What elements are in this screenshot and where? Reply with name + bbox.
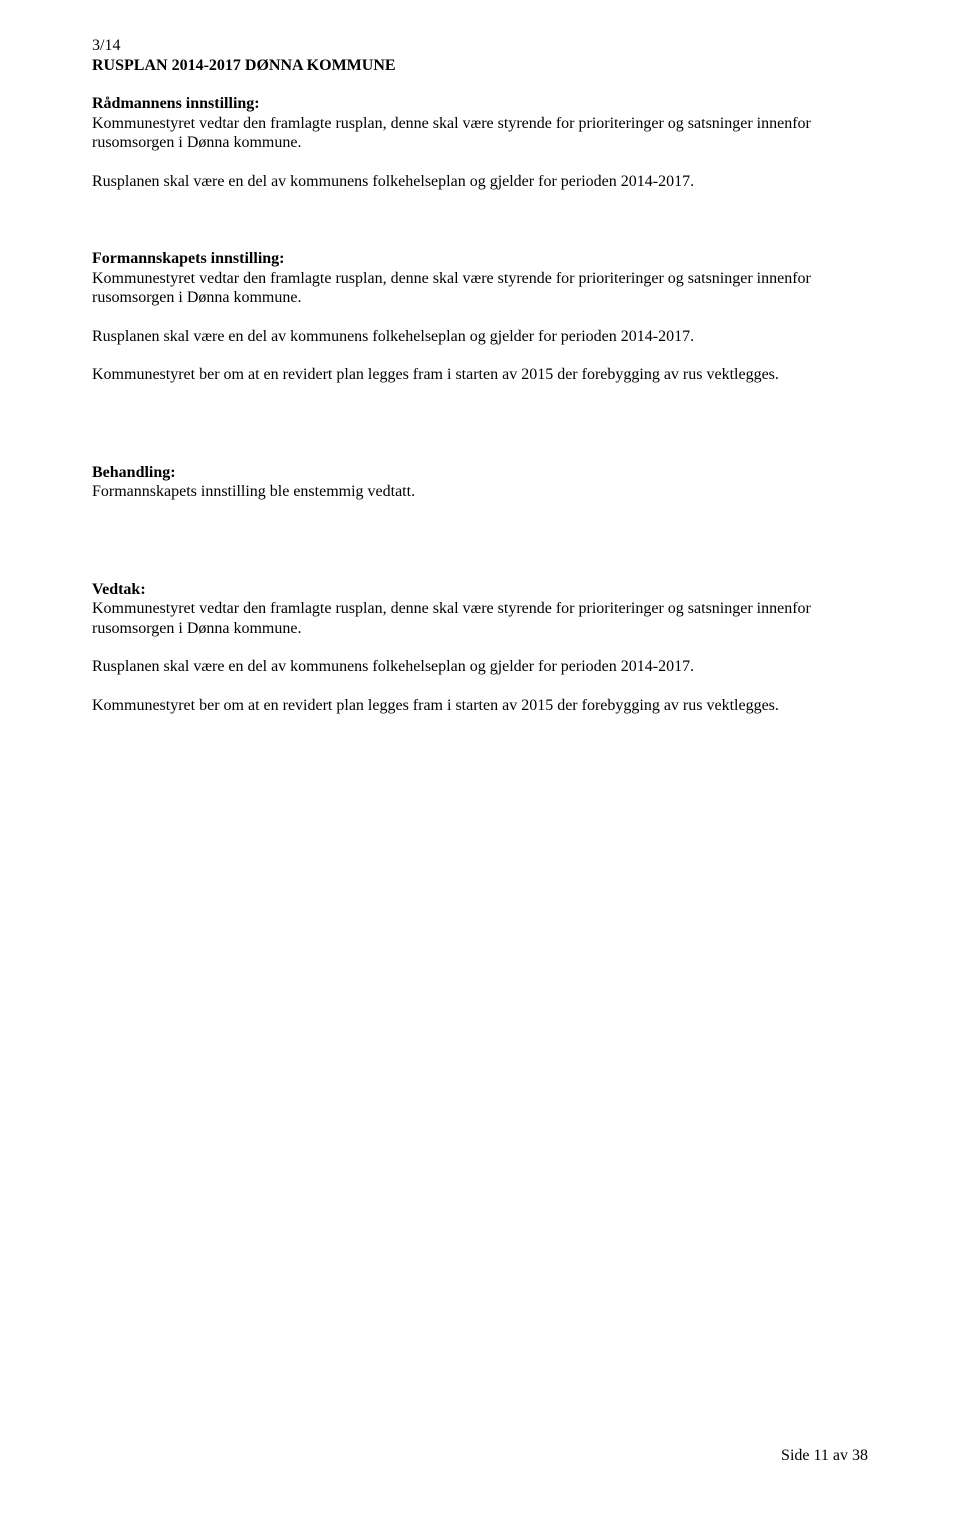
case-number: 3/14 xyxy=(92,36,868,56)
radmannen-p1: Kommunestyret vedtar den framlagte ruspl… xyxy=(92,114,868,153)
document-title: RUSPLAN 2014-2017 DØNNA KOMMUNE xyxy=(92,56,868,76)
vedtak-heading: Vedtak: xyxy=(92,580,868,600)
formannskapet-p1: Kommunestyret vedtar den framlagte ruspl… xyxy=(92,269,868,308)
vedtak-p3: Kommunestyret ber om at en revidert plan… xyxy=(92,696,868,716)
vedtak-p1: Kommunestyret vedtar den framlagte ruspl… xyxy=(92,599,868,638)
page-footer: Side 11 av 38 xyxy=(781,1446,868,1466)
formannskapet-heading: Formannskapets innstilling: xyxy=(92,249,868,269)
radmannen-p2: Rusplanen skal være en del av kommunens … xyxy=(92,172,868,192)
vedtak-p2: Rusplanen skal være en del av kommunens … xyxy=(92,657,868,677)
formannskapet-p3: Kommunestyret ber om at en revidert plan… xyxy=(92,365,868,385)
behandling-p1: Formannskapets innstilling ble enstemmig… xyxy=(92,482,868,502)
radmannen-heading: Rådmannens innstilling: xyxy=(92,94,868,114)
behandling-heading: Behandling: xyxy=(92,463,868,483)
formannskapet-p2: Rusplanen skal være en del av kommunens … xyxy=(92,327,868,347)
